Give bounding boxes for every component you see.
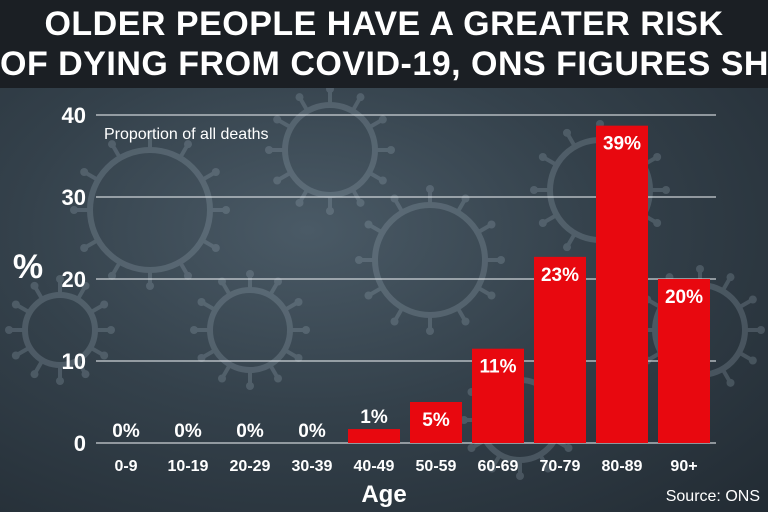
data-label: 5%: [422, 410, 450, 431]
headline-line-2: OF DYING FROM COVID-19, ONS FIGURES SHOW: [0, 45, 768, 83]
x-tick-label: 70-79: [540, 458, 581, 475]
data-label: 39%: [603, 134, 641, 155]
data-label: 11%: [480, 357, 517, 378]
x-tick-label: 50-59: [416, 458, 457, 475]
x-axis: 0-9 10-19 20-29 30-39 40-49 50-59 60-69 70-79 80…: [114, 458, 697, 475]
data-label: 0%: [236, 421, 264, 442]
y-tick-label: 20: [62, 267, 86, 292]
x-tick-label: 90+: [670, 458, 697, 475]
data-labels: 0% 0% 0% 0% 1% 5% 11% 23% 39% 20%: [112, 134, 703, 442]
y-tick-label: 40: [62, 103, 86, 128]
y-tick-label: 30: [62, 185, 86, 210]
y-tick-label: 10: [62, 349, 86, 374]
y-tick-label: 0: [74, 431, 86, 456]
data-label: 0%: [174, 421, 202, 442]
bar-60-69: [472, 348, 524, 443]
data-label: 20%: [665, 287, 703, 308]
x-tick-label: 30-39: [292, 458, 333, 475]
bar-80-89: [596, 125, 648, 443]
x-tick-label: 80-89: [602, 458, 643, 475]
x-tick-label: 10-19: [168, 458, 209, 475]
bar-chart: 0 10 20 30 40 0% 0% 0% 0% 1% 5% 11% 23% 39% 20% 0-9 10…: [13, 103, 760, 508]
data-label: 1%: [360, 407, 388, 428]
x-tick-label: 20-29: [230, 458, 271, 475]
data-label: 23%: [541, 265, 579, 286]
bar-90+: [658, 279, 710, 443]
bars: [348, 125, 710, 443]
data-label: 0%: [112, 421, 140, 442]
x-tick-label: 60-69: [478, 458, 519, 475]
y-axis-label: %: [13, 248, 43, 286]
data-label: 0%: [298, 421, 326, 442]
source-note: Source: ONS: [666, 488, 760, 505]
headline-banner: OLDER PEOPLE HAVE A GREATER RISK OF DYIN…: [0, 0, 768, 88]
headline-line-1: OLDER PEOPLE HAVE A GREATER RISK: [44, 5, 724, 43]
bar-40-49: [348, 429, 400, 443]
y-axis: 0 10 20 30 40: [62, 103, 86, 456]
chart-subtitle: Proportion of all deaths: [104, 126, 269, 143]
x-axis-label: Age: [361, 481, 406, 508]
bar-70-79: [534, 256, 586, 443]
bar-50-59: [410, 402, 462, 443]
x-tick-label: 40-49: [354, 458, 395, 475]
x-tick-label: 0-9: [114, 458, 137, 475]
